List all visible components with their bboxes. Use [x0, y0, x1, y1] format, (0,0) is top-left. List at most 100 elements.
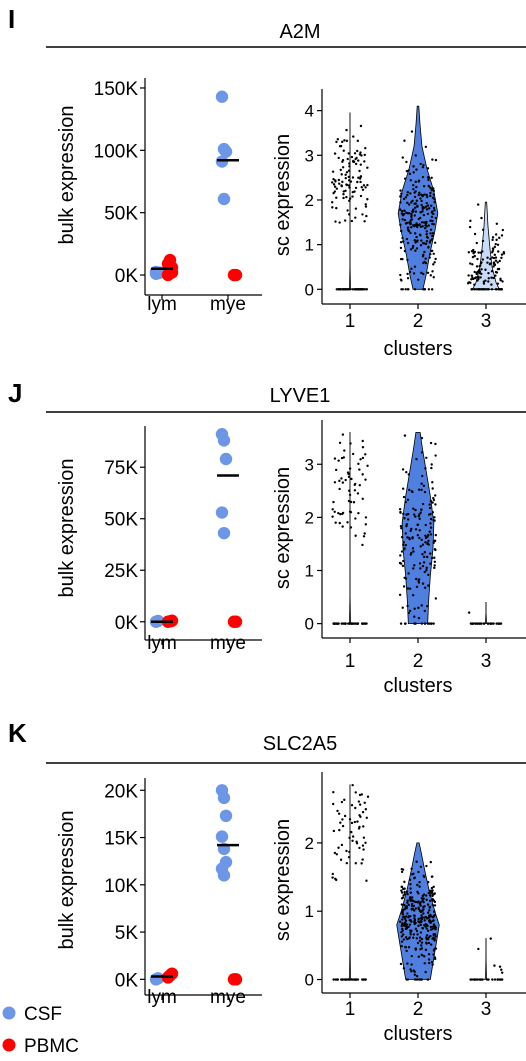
sc-point [331, 206, 334, 209]
sc-point [423, 206, 426, 209]
sc-point [403, 249, 407, 253]
sc-point [423, 609, 427, 613]
sc-point [409, 898, 412, 901]
sc-point [422, 484, 426, 487]
sc-point [407, 946, 411, 949]
sc-point [361, 456, 365, 460]
sc-point [403, 880, 406, 884]
sc-point [414, 900, 417, 904]
panel-letter: K [8, 718, 27, 748]
sc-point [498, 965, 502, 968]
sc-point [332, 191, 335, 195]
sc-point [403, 547, 406, 550]
sc-point [429, 191, 432, 195]
sc-point [357, 800, 361, 803]
sc-point [473, 283, 476, 286]
sc-point [335, 878, 338, 882]
sc-point [417, 515, 421, 518]
sc-point [415, 457, 418, 461]
sc-point [413, 876, 417, 879]
sc-point [415, 235, 418, 239]
sc-point [410, 954, 414, 958]
sc-point [403, 921, 407, 924]
sc-point [430, 215, 434, 219]
sc-point [345, 861, 349, 865]
sc-point [403, 576, 406, 579]
sc-point [426, 212, 430, 216]
sc-point [405, 905, 408, 908]
sc-point [432, 276, 435, 279]
sc-point [420, 937, 424, 941]
sc-point [480, 216, 483, 220]
sc-point [348, 165, 351, 168]
sc-point [432, 923, 436, 926]
panel-title: SLC2A5 [263, 733, 338, 755]
sc-point [410, 551, 413, 555]
sc-point [428, 899, 432, 902]
sc-point [426, 271, 430, 274]
sc-point [495, 288, 498, 291]
sc-point [400, 940, 404, 943]
sc-point [486, 261, 489, 264]
sc-point [419, 162, 422, 166]
sc-point [419, 901, 422, 904]
sc-point [426, 605, 429, 608]
bulk-point-csf [215, 506, 229, 519]
sc-point [411, 907, 414, 910]
sc-point [418, 191, 421, 195]
sc-point [333, 510, 336, 513]
sc-point [412, 272, 416, 275]
sc-point [434, 597, 438, 600]
sc-point [365, 622, 368, 625]
sc-point [360, 862, 363, 865]
sc-point [477, 251, 480, 254]
sc-point [422, 874, 425, 878]
sc-point [342, 288, 346, 291]
sc-point [414, 622, 417, 625]
bulk-y-axis-label: bulk expression [56, 106, 78, 245]
sc-point [420, 239, 423, 242]
sc-point [354, 806, 357, 810]
sc-point [429, 860, 432, 864]
sc-point [433, 560, 437, 563]
sc-point [419, 197, 422, 200]
bulk-point-pbmc [229, 973, 243, 986]
bulk-point-pbmc [229, 615, 243, 628]
sc-point [432, 263, 435, 266]
sc-point [482, 622, 486, 625]
sc-point [420, 947, 424, 950]
bulk-point-csf [219, 145, 233, 158]
sc-point [421, 927, 425, 930]
sc-point [424, 541, 427, 544]
sc-point [431, 903, 435, 907]
sc-point [425, 566, 428, 570]
sc-point [409, 248, 413, 251]
sc-point [432, 252, 435, 255]
sc-point [342, 149, 345, 152]
sc-point [434, 494, 437, 497]
sc-point [331, 181, 334, 184]
sc-point [415, 585, 419, 589]
sc-point [423, 490, 427, 494]
sc-point [419, 545, 422, 548]
sc-point [419, 567, 422, 570]
sc-point [344, 173, 347, 176]
sc-point [427, 953, 431, 956]
sc-point [427, 176, 430, 179]
sc-point [356, 149, 359, 153]
sc-point [404, 945, 407, 949]
sc-point [332, 183, 336, 186]
sc-point [410, 867, 413, 870]
sc-point [399, 622, 403, 625]
sc-point [405, 471, 408, 474]
sc-point [409, 179, 413, 182]
sc-point [424, 534, 427, 537]
sc-point [425, 941, 428, 944]
sc-point [341, 166, 345, 169]
sc-point [473, 978, 476, 981]
sc-point [333, 185, 337, 188]
sc-point [471, 263, 474, 266]
sc-point [412, 550, 415, 553]
sc-point [429, 552, 432, 555]
